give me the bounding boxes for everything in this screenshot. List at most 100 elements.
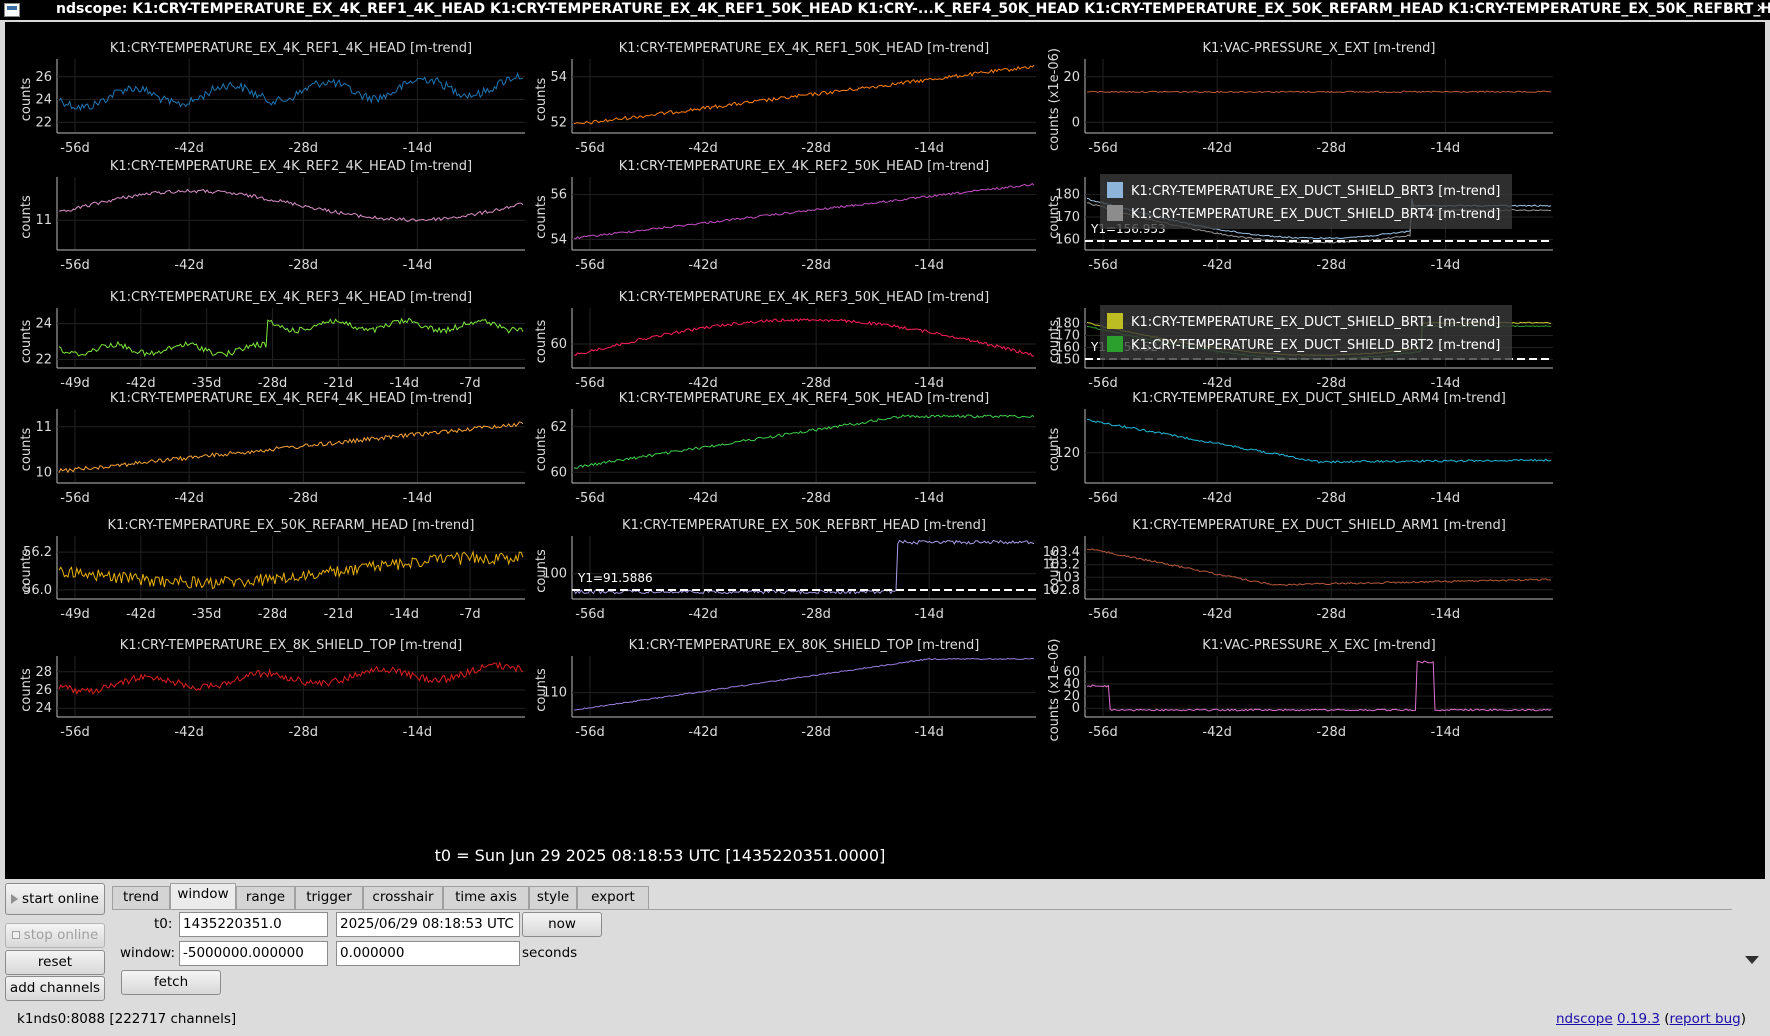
plot-11[interactable]: K1:CRY-TEMPERATURE_EX_4K_REF4_50K_HEAD [… <box>534 391 1036 506</box>
plot-4[interactable]: K1:CRY-TEMPERATURE_EX_4K_REF2_4K_HEAD [m… <box>19 159 525 273</box>
plot-17[interactable]: K1:CRY-TEMPERATURE_EX_80K_SHIELD_TOP [m-… <box>534 638 1036 740</box>
plot-title: K1:CRY-TEMPERATURE_EX_4K_REF3_4K_HEAD [m… <box>110 290 472 305</box>
tab-range[interactable]: range <box>236 886 295 909</box>
x-tick-label: -28d <box>258 607 288 622</box>
y-axis-label: counts <box>19 549 34 593</box>
plot-16[interactable]: K1:CRY-TEMPERATURE_EX_8K_SHIELD_TOP [m-t… <box>19 638 525 740</box>
maximize-button[interactable]: □ <box>1740 1 1752 15</box>
plot-7[interactable]: K1:CRY-TEMPERATURE_EX_4K_REF3_4K_HEAD [m… <box>19 290 525 391</box>
plot-8[interactable]: K1:CRY-TEMPERATURE_EX_4K_REF3_50K_HEAD [… <box>534 290 1036 391</box>
x-tick-label: -14d <box>914 141 944 156</box>
legend-label: K1:CRY-TEMPERATURE_EX_DUCT_SHIELD_BRT3 [… <box>1131 184 1500 199</box>
now-button[interactable]: now <box>522 912 602 937</box>
tab-style[interactable]: style <box>529 886 577 909</box>
version-link[interactable]: 0.19.3 <box>1616 1011 1660 1027</box>
x-tick-label: -56d <box>1088 725 1118 740</box>
fetch-button[interactable]: fetch <box>121 970 221 995</box>
y-tick-label: 11 <box>35 420 52 435</box>
x-tick-label: -28d <box>289 491 319 506</box>
minimize-button[interactable]: – <box>1724 1 1730 15</box>
x-tick-label: -56d <box>1088 141 1118 156</box>
plot-1[interactable]: K1:CRY-TEMPERATURE_EX_4K_REF1_4K_HEAD [m… <box>19 41 525 156</box>
window-end-input[interactable]: 0.000000 <box>336 941 520 966</box>
x-tick-label: -28d <box>258 376 288 391</box>
t0-utc-input[interactable]: 2025/06/29 08:18:53 UTC <box>336 912 520 937</box>
plot-3[interactable]: K1:VAC-PRESSURE_X_EXT [m-trend] counts (x… <box>1047 41 1553 156</box>
plot-title: K1:CRY-TEMPERATURE_EX_8K_SHIELD_TOP [m-t… <box>120 638 462 653</box>
y-tick-label: 62 <box>550 420 567 435</box>
x-tick-label: -28d <box>801 491 831 506</box>
y-tick-label: 54 <box>550 70 567 85</box>
start-online-button[interactable]: start online <box>5 883 105 915</box>
x-tick-label: -42d <box>174 141 204 156</box>
plot-12[interactable]: K1:CRY-TEMPERATURE_EX_DUCT_SHIELD_ARM4 [… <box>1047 391 1553 506</box>
x-tick-label: -14d <box>1431 491 1461 506</box>
x-tick-label: -7d <box>459 607 480 622</box>
x-tick-label: -14d <box>914 258 944 273</box>
tab-window[interactable]: window <box>170 883 236 910</box>
y-tick-label: 170 <box>1055 210 1080 225</box>
legend-label: K1:CRY-TEMPERATURE_EX_DUCT_SHIELD_BRT4 [… <box>1131 207 1500 222</box>
units-label: seconds <box>522 945 578 961</box>
x-tick-label: -14d <box>1431 376 1461 391</box>
reset-button[interactable]: reset <box>5 950 105 975</box>
x-tick-label: -56d <box>1088 607 1118 622</box>
stop-online-button[interactable]: stop online <box>5 923 105 948</box>
y-axis-label: counts <box>1047 320 1062 364</box>
x-tick-label: -14d <box>389 376 419 391</box>
y-tick-label: 103 <box>1055 570 1080 585</box>
y-axis-label: counts <box>534 668 549 712</box>
trace-line <box>1086 660 1552 712</box>
trace-line <box>1086 418 1552 464</box>
y-tick-label: 20 <box>1063 689 1080 704</box>
plot-13[interactable]: K1:CRY-TEMPERATURE_EX_50K_REFARM_HEAD [m… <box>19 518 525 622</box>
x-tick-label: -42d <box>126 607 156 622</box>
y-tick-label: 103.4 <box>1043 545 1080 560</box>
tab-export[interactable]: export <box>577 886 649 909</box>
window-start-input[interactable]: -5000000.000000 <box>179 941 328 966</box>
x-tick-label: -28d <box>1317 607 1347 622</box>
plot-6[interactable]: counts180170160-56d-42d-28d-14dY1=156.95… <box>1047 174 1553 273</box>
stop-checkbox-icon <box>11 931 20 939</box>
x-tick-label: -42d <box>688 725 718 740</box>
footer: ndscope 0.19.3 (report bug) <box>1556 1011 1746 1027</box>
y-tick-label: 56 <box>550 188 567 203</box>
x-tick-label: -42d <box>688 141 718 156</box>
close-button[interactable]: ✕ <box>1756 1 1767 15</box>
y-tick-label: 120 <box>1055 446 1080 461</box>
plot-2[interactable]: K1:CRY-TEMPERATURE_EX_4K_REF1_50K_HEAD [… <box>534 41 1036 156</box>
x-tick-label: -14d <box>389 607 419 622</box>
plot-9[interactable]: counts180170160150-56d-42d-28d-14dY1=156… <box>1047 305 1553 391</box>
y-tick-label: 22 <box>35 115 52 130</box>
y-axis-label: counts <box>19 195 34 239</box>
x-tick-label: -56d <box>575 141 605 156</box>
plot-grid[interactable]: K1:CRY-TEMPERATURE_EX_4K_REF1_4K_HEAD [m… <box>5 22 1765 879</box>
x-tick-label: -42d <box>1202 376 1232 391</box>
x-tick-label: -28d <box>801 376 831 391</box>
tab-time-axis[interactable]: time axis <box>443 886 529 909</box>
tab-trend[interactable]: trend <box>112 886 170 909</box>
tab-crosshair[interactable]: crosshair <box>363 886 443 909</box>
plot-title: K1:CRY-TEMPERATURE_EX_4K_REF2_50K_HEAD [… <box>619 159 990 174</box>
expand-arrow-icon[interactable] <box>1745 956 1759 964</box>
x-tick-label: -14d <box>403 491 433 506</box>
tab-trigger[interactable]: trigger <box>295 886 363 909</box>
plot-title: K1:CRY-TEMPERATURE_EX_50K_REFARM_HEAD [m… <box>108 518 475 533</box>
report-bug-link[interactable]: report bug <box>1669 1011 1741 1027</box>
t0-gps-input[interactable]: 1435220351.0 <box>179 912 328 937</box>
window-field-label: window: <box>120 945 176 961</box>
x-tick-label: -14d <box>914 607 944 622</box>
cursor-label: Y1=91.5886 <box>577 571 653 585</box>
x-tick-label: -35d <box>192 607 222 622</box>
x-tick-label: -42d <box>1202 141 1232 156</box>
plots-canvas[interactable]: K1:CRY-TEMPERATURE_EX_4K_REF1_4K_HEAD [m… <box>5 22 1765 879</box>
x-tick-label: -14d <box>403 141 433 156</box>
add-channels-button[interactable]: add channels <box>5 976 105 1001</box>
plot-14[interactable]: K1:CRY-TEMPERATURE_EX_50K_REFBRT_HEAD [m… <box>534 518 1036 622</box>
plot-15[interactable]: K1:CRY-TEMPERATURE_EX_DUCT_SHIELD_ARM1 [… <box>1043 518 1553 622</box>
plot-18[interactable]: K1:VAC-PRESSURE_X_EXC [m-trend] counts (x… <box>1047 638 1553 741</box>
plot-5[interactable]: K1:CRY-TEMPERATURE_EX_4K_REF2_50K_HEAD [… <box>534 159 1036 273</box>
ndscope-link[interactable]: ndscope <box>1555 1011 1613 1027</box>
trace-line <box>58 661 524 696</box>
plot-10[interactable]: K1:CRY-TEMPERATURE_EX_4K_REF4_4K_HEAD [m… <box>19 391 525 506</box>
